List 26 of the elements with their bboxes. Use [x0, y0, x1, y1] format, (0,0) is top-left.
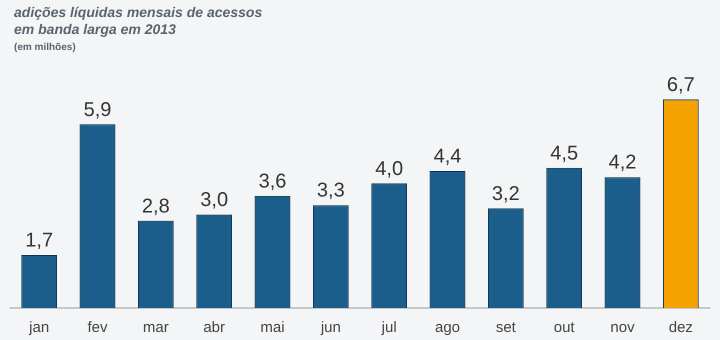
data-label: 3,6 [258, 170, 286, 192]
data-label: 2,8 [142, 195, 170, 218]
data-label: 6,7 [666, 74, 695, 96]
x-tick-label: ago [434, 319, 460, 336]
data-label: 3,2 [492, 182, 520, 205]
x-tick-label: jan [28, 319, 50, 336]
x-tick-label: nov [610, 319, 636, 336]
data-label: 1,7 [25, 230, 54, 252]
x-tick-label: mai [260, 319, 285, 336]
x-tick-label: abr [203, 319, 226, 336]
x-tick-label: dez [668, 319, 693, 336]
data-label: 4,5 [550, 142, 578, 164]
data-label: 4,2 [608, 152, 636, 174]
x-tick-label: out [554, 319, 576, 336]
data-label: 4,0 [375, 158, 404, 180]
chart-subtitle: (em milhões) [14, 42, 76, 53]
chart-title: adições líquidas mensais de acessos em banda larga em 2013 [14, 4, 262, 38]
data-label: 4,4 [434, 145, 462, 168]
x-tick-label: mar [142, 319, 169, 336]
x-tick-label: set [496, 319, 517, 336]
data-label: 3,0 [200, 189, 228, 212]
x-tick-label: jun [320, 319, 341, 336]
x-tick-label: jul [380, 319, 397, 336]
x-tick-label: fev [87, 319, 108, 336]
data-label: 3,3 [316, 180, 345, 202]
data-label: 5,9 [84, 98, 112, 121]
